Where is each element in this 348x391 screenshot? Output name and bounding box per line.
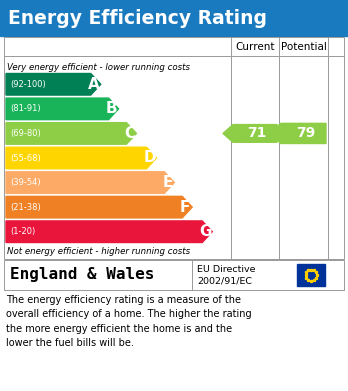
Text: 71: 71 (247, 126, 267, 140)
Polygon shape (269, 123, 326, 143)
Text: (21-38): (21-38) (10, 203, 41, 212)
Polygon shape (6, 196, 192, 218)
Text: F: F (180, 200, 190, 215)
Text: EU Directive
2002/91/EC: EU Directive 2002/91/EC (197, 265, 255, 285)
Polygon shape (6, 123, 136, 144)
Text: C: C (124, 126, 135, 141)
Text: Current: Current (235, 41, 275, 52)
Text: Very energy efficient - lower running costs: Very energy efficient - lower running co… (7, 63, 190, 72)
Polygon shape (6, 147, 157, 169)
Text: (39-54): (39-54) (10, 178, 41, 187)
Text: (92-100): (92-100) (10, 80, 46, 89)
Text: 79: 79 (296, 126, 315, 140)
Text: Energy Efficiency Rating: Energy Efficiency Rating (8, 9, 267, 27)
Polygon shape (6, 221, 212, 242)
Bar (297, 264, 325, 286)
Bar (0, 0, 348, 36)
Polygon shape (6, 74, 101, 95)
Text: (55-68): (55-68) (10, 154, 41, 163)
Text: D: D (143, 151, 156, 165)
Polygon shape (6, 172, 174, 194)
Bar (4, 37, 344, 259)
Text: B: B (106, 101, 117, 117)
Bar (4, 260, 344, 290)
Text: Not energy efficient - higher running costs: Not energy efficient - higher running co… (7, 248, 190, 256)
Polygon shape (223, 125, 277, 142)
Text: A: A (88, 77, 100, 92)
Polygon shape (6, 98, 119, 120)
Text: (81-91): (81-91) (10, 104, 41, 113)
Text: E: E (162, 175, 173, 190)
Text: England & Wales: England & Wales (10, 267, 155, 283)
Text: G: G (199, 224, 212, 239)
Text: Potential: Potential (280, 41, 326, 52)
Text: The energy efficiency rating is a measure of the
overall efficiency of a home. T: The energy efficiency rating is a measur… (6, 295, 252, 348)
Text: (1-20): (1-20) (10, 227, 35, 236)
Text: (69-80): (69-80) (10, 129, 41, 138)
